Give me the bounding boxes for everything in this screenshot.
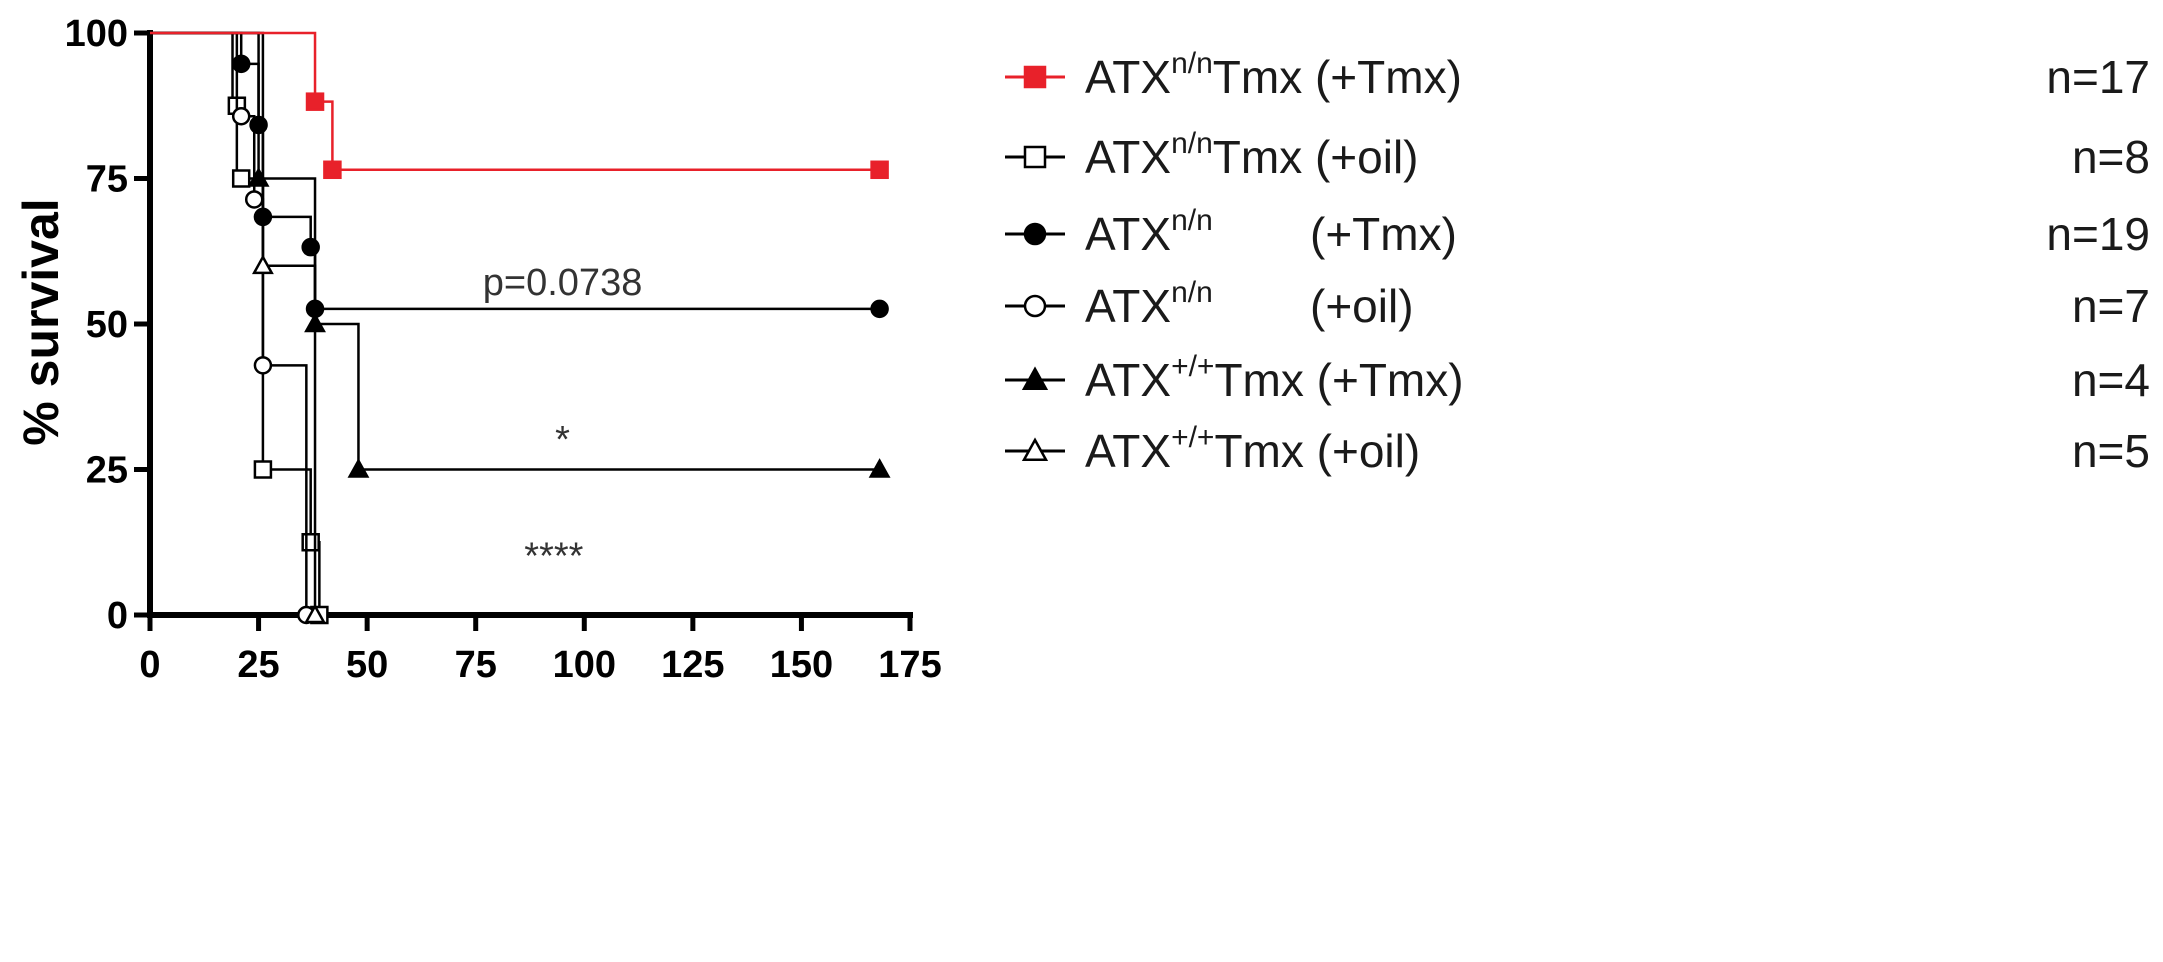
legend-entry-2: ATXn/nTmx (+oil) n=8 <box>1005 127 2150 183</box>
y-tick-label: 0 <box>107 595 128 637</box>
legend-entry-4: ATXn/n (+oil) n=7 <box>1005 276 2150 332</box>
legend-entry-3: ATXn/n (+Tmx) n=19 <box>1005 204 2150 260</box>
annotation: * <box>555 419 570 461</box>
annotations: p=0.0738***** <box>483 262 643 578</box>
survival-curve <box>150 31 308 615</box>
data-point <box>870 299 889 319</box>
x-tick-label: 150 <box>770 644 833 686</box>
y-tick-label: 100 <box>65 13 128 55</box>
legend-marker <box>1021 437 1049 462</box>
series-4 <box>150 31 316 625</box>
legend-marker <box>1023 145 1047 169</box>
legend-label: ATXn/n (+Tmx) <box>1085 204 1457 260</box>
legend-count: n=19 <box>2046 208 2150 260</box>
legend-label: ATX+/+Tmx (+oil) <box>1085 421 1420 477</box>
y-tick-label: 75 <box>86 159 128 201</box>
data-point <box>870 160 889 180</box>
data-point <box>253 460 273 479</box>
legend-entry-6: ATX+/+Tmx (+oil) n=5 <box>1005 421 2150 477</box>
legend-label: ATXn/nTmx (+oil) <box>1085 127 1419 183</box>
legend-count: n=17 <box>2046 51 2150 103</box>
data-point <box>301 237 320 257</box>
legend-label: ATXn/n (+oil) <box>1085 276 1414 332</box>
y-axis-label: % survival <box>13 198 69 445</box>
legend-marker <box>1023 65 1047 89</box>
survival-curve <box>150 31 880 471</box>
legend-count: n=5 <box>2072 425 2150 477</box>
data-point <box>347 458 370 478</box>
legend-count: n=4 <box>2072 354 2150 406</box>
data-point <box>253 356 273 375</box>
legend-label: ATXn/nTmx (+Tmx) <box>1085 47 1462 103</box>
data-point <box>231 54 251 74</box>
series-5 <box>150 31 891 478</box>
data-point <box>323 160 342 180</box>
series-1 <box>150 31 889 180</box>
data-point <box>305 92 325 111</box>
data-point <box>231 106 251 126</box>
x-tick-label: 100 <box>553 644 616 686</box>
data-point <box>244 190 264 209</box>
x-tick-label: 75 <box>455 644 497 686</box>
legend-marker <box>1021 366 1049 391</box>
survival-curve <box>150 31 317 615</box>
y-tick-label: 50 <box>86 304 128 346</box>
data-point <box>868 458 891 478</box>
y-tick-label: 25 <box>86 450 128 492</box>
data-point <box>301 533 320 552</box>
x-tick-label: 0 <box>139 644 160 686</box>
legend-entry-5: ATX+/+Tmx (+Tmx) n=4 <box>1005 350 2150 406</box>
annotation: **** <box>524 535 583 577</box>
legend-entry-1: ATXn/nTmx (+Tmx) n=17 <box>1005 47 2150 103</box>
data-point <box>304 603 326 624</box>
legend-marker <box>1023 294 1047 318</box>
x-tick-label: 50 <box>346 644 388 686</box>
legend-marker <box>1023 222 1047 246</box>
legend-count: n=7 <box>2072 280 2150 332</box>
legend-count: n=8 <box>2072 131 2150 183</box>
axes: 0 25 50 75 100 125 150 175 0 25 50 75 100 <box>65 13 942 686</box>
annotation: p=0.0738 <box>483 262 643 304</box>
x-tick-label: 175 <box>878 644 941 686</box>
data-point <box>231 169 251 188</box>
legend-label: ATX+/+Tmx (+Tmx) <box>1085 350 1464 406</box>
x-tick-label: 125 <box>661 644 724 686</box>
series-layer <box>150 31 891 625</box>
x-tick-label: 25 <box>237 644 279 686</box>
data-point <box>251 254 274 275</box>
